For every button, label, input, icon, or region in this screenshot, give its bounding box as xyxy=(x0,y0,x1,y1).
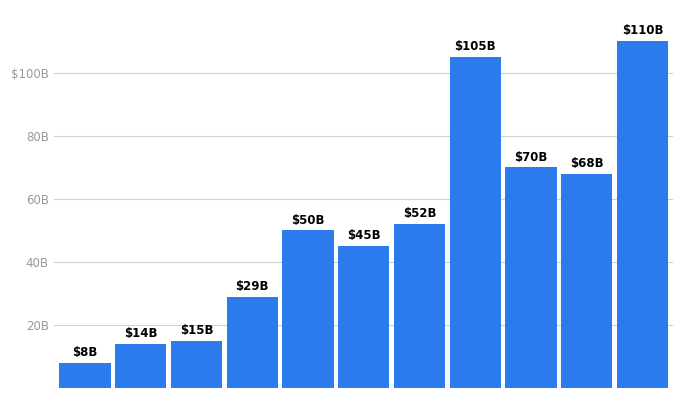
Bar xyxy=(617,41,668,388)
Text: $105B: $105B xyxy=(454,40,496,53)
Bar xyxy=(561,174,613,388)
Text: $14B: $14B xyxy=(124,327,158,340)
Bar xyxy=(338,246,390,388)
Bar xyxy=(226,296,278,388)
Text: $70B: $70B xyxy=(514,150,547,164)
Text: $68B: $68B xyxy=(570,157,604,170)
Text: $8B: $8B xyxy=(72,346,98,359)
Text: $29B: $29B xyxy=(235,280,269,293)
Text: $45B: $45B xyxy=(347,229,381,242)
Bar xyxy=(394,224,445,388)
Bar xyxy=(115,344,167,388)
Bar xyxy=(59,363,111,388)
Bar xyxy=(171,341,222,388)
Text: $52B: $52B xyxy=(403,207,437,220)
Text: $15B: $15B xyxy=(180,324,214,337)
Text: $110B: $110B xyxy=(622,24,663,38)
Bar xyxy=(282,230,334,388)
Text: $50B: $50B xyxy=(291,214,325,226)
Bar xyxy=(505,167,557,388)
Bar xyxy=(449,57,501,388)
